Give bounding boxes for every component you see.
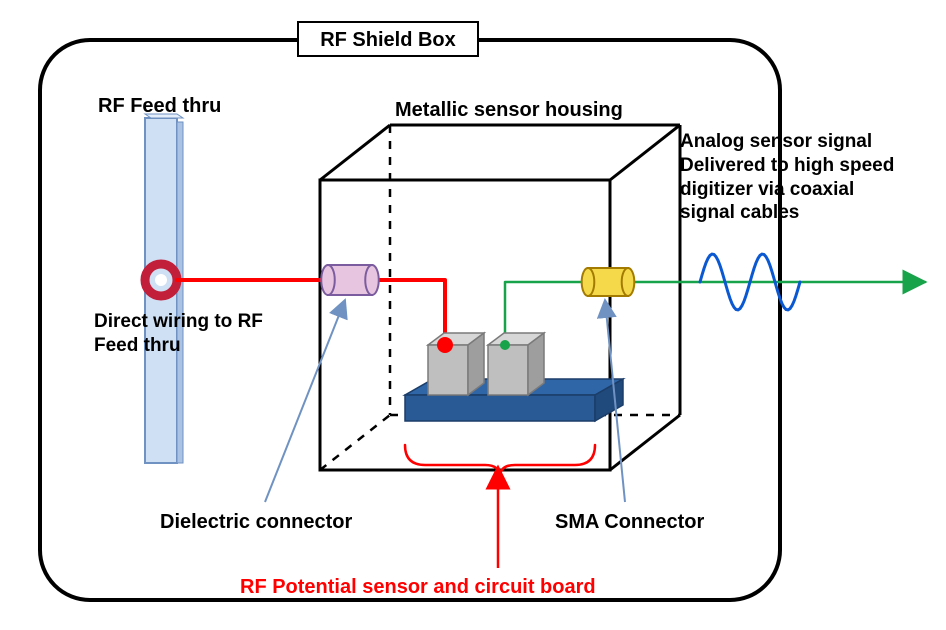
label-dielectric-connector: Dielectric connector [160, 510, 352, 535]
diagram-stage: RF Shield Box RF Feed thru Metallic sens… [0, 0, 946, 630]
label-rf-potential: RF Potential sensor and circuit board [240, 575, 596, 600]
label-direct-wiring: Direct wiring to RF Feed thru [94, 310, 263, 358]
label-analog-signal: Analog sensor signal Delivered to high s… [680, 130, 894, 225]
label-metallic-housing: Metallic sensor housing [395, 98, 623, 123]
shield-box-title: RF Shield Box [298, 28, 478, 53]
label-sma-connector: SMA Connector [555, 510, 704, 535]
label-rf-feed-thru: RF Feed thru [98, 94, 221, 119]
